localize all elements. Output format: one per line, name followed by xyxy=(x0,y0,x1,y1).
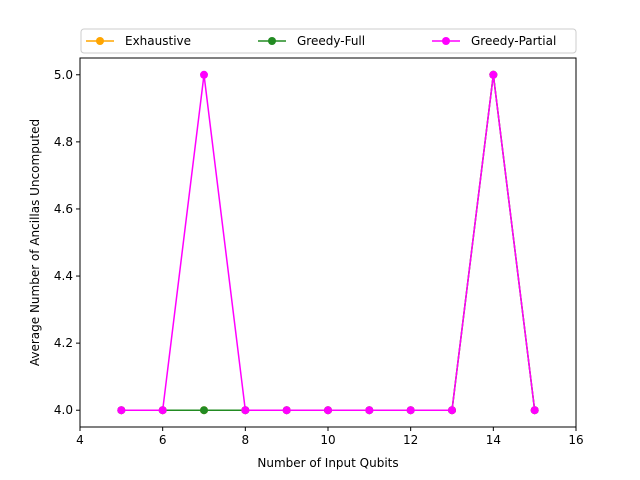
x-axis-title: Number of Input Qubits xyxy=(257,456,398,470)
data-point xyxy=(324,406,332,415)
y-tick-label: 4.4 xyxy=(54,269,73,283)
legend-marker xyxy=(268,37,276,45)
plot-area xyxy=(117,70,539,415)
x-tick-label: 10 xyxy=(320,433,335,447)
x-tick-label: 14 xyxy=(486,433,501,447)
x-tick-label: 4 xyxy=(76,433,84,447)
legend-marker xyxy=(442,37,450,45)
y-axis-title: Average Number of Ancillas Uncomputed xyxy=(28,119,42,366)
legend-marker xyxy=(96,37,104,45)
data-point xyxy=(489,70,498,79)
y-tick-label: 4.2 xyxy=(54,336,73,350)
y-tick-label: 5.0 xyxy=(54,68,73,82)
data-point xyxy=(282,406,291,415)
x-tick-label: 16 xyxy=(568,433,583,447)
legend-label: Greedy-Partial xyxy=(471,34,556,48)
y-tick-label: 4.8 xyxy=(54,135,73,149)
data-point xyxy=(530,406,539,415)
y-axis: 4.0 4.2 4.4 4.6 4.8 5.0 xyxy=(54,68,80,417)
x-axis: 4 6 8 10 12 14 16 xyxy=(76,427,584,447)
data-point xyxy=(448,406,456,415)
legend-entry: Greedy-Partial xyxy=(432,34,556,48)
legend-label: Greedy-Full xyxy=(297,34,365,48)
data-point xyxy=(200,70,208,79)
data-point xyxy=(158,406,167,415)
x-tick-label: 8 xyxy=(242,433,250,447)
data-point xyxy=(200,406,208,415)
x-tick-label: 12 xyxy=(403,433,418,447)
legend: Exhaustive Greedy-Full Greedy-Partial xyxy=(80,28,577,54)
data-point xyxy=(117,406,126,415)
legend-entry: Greedy-Full xyxy=(258,34,365,48)
legend-label: Exhaustive xyxy=(125,34,191,48)
y-tick-label: 4.0 xyxy=(54,403,73,417)
x-tick-label: 6 xyxy=(159,433,167,447)
series-greedy-partial xyxy=(117,70,539,415)
data-point xyxy=(406,406,415,415)
data-point xyxy=(241,406,250,415)
y-tick-label: 4.6 xyxy=(54,202,73,216)
plot-frame xyxy=(79,57,577,428)
data-point xyxy=(365,406,374,415)
legend-frame xyxy=(80,28,577,54)
legend-entry: Exhaustive xyxy=(86,34,191,48)
